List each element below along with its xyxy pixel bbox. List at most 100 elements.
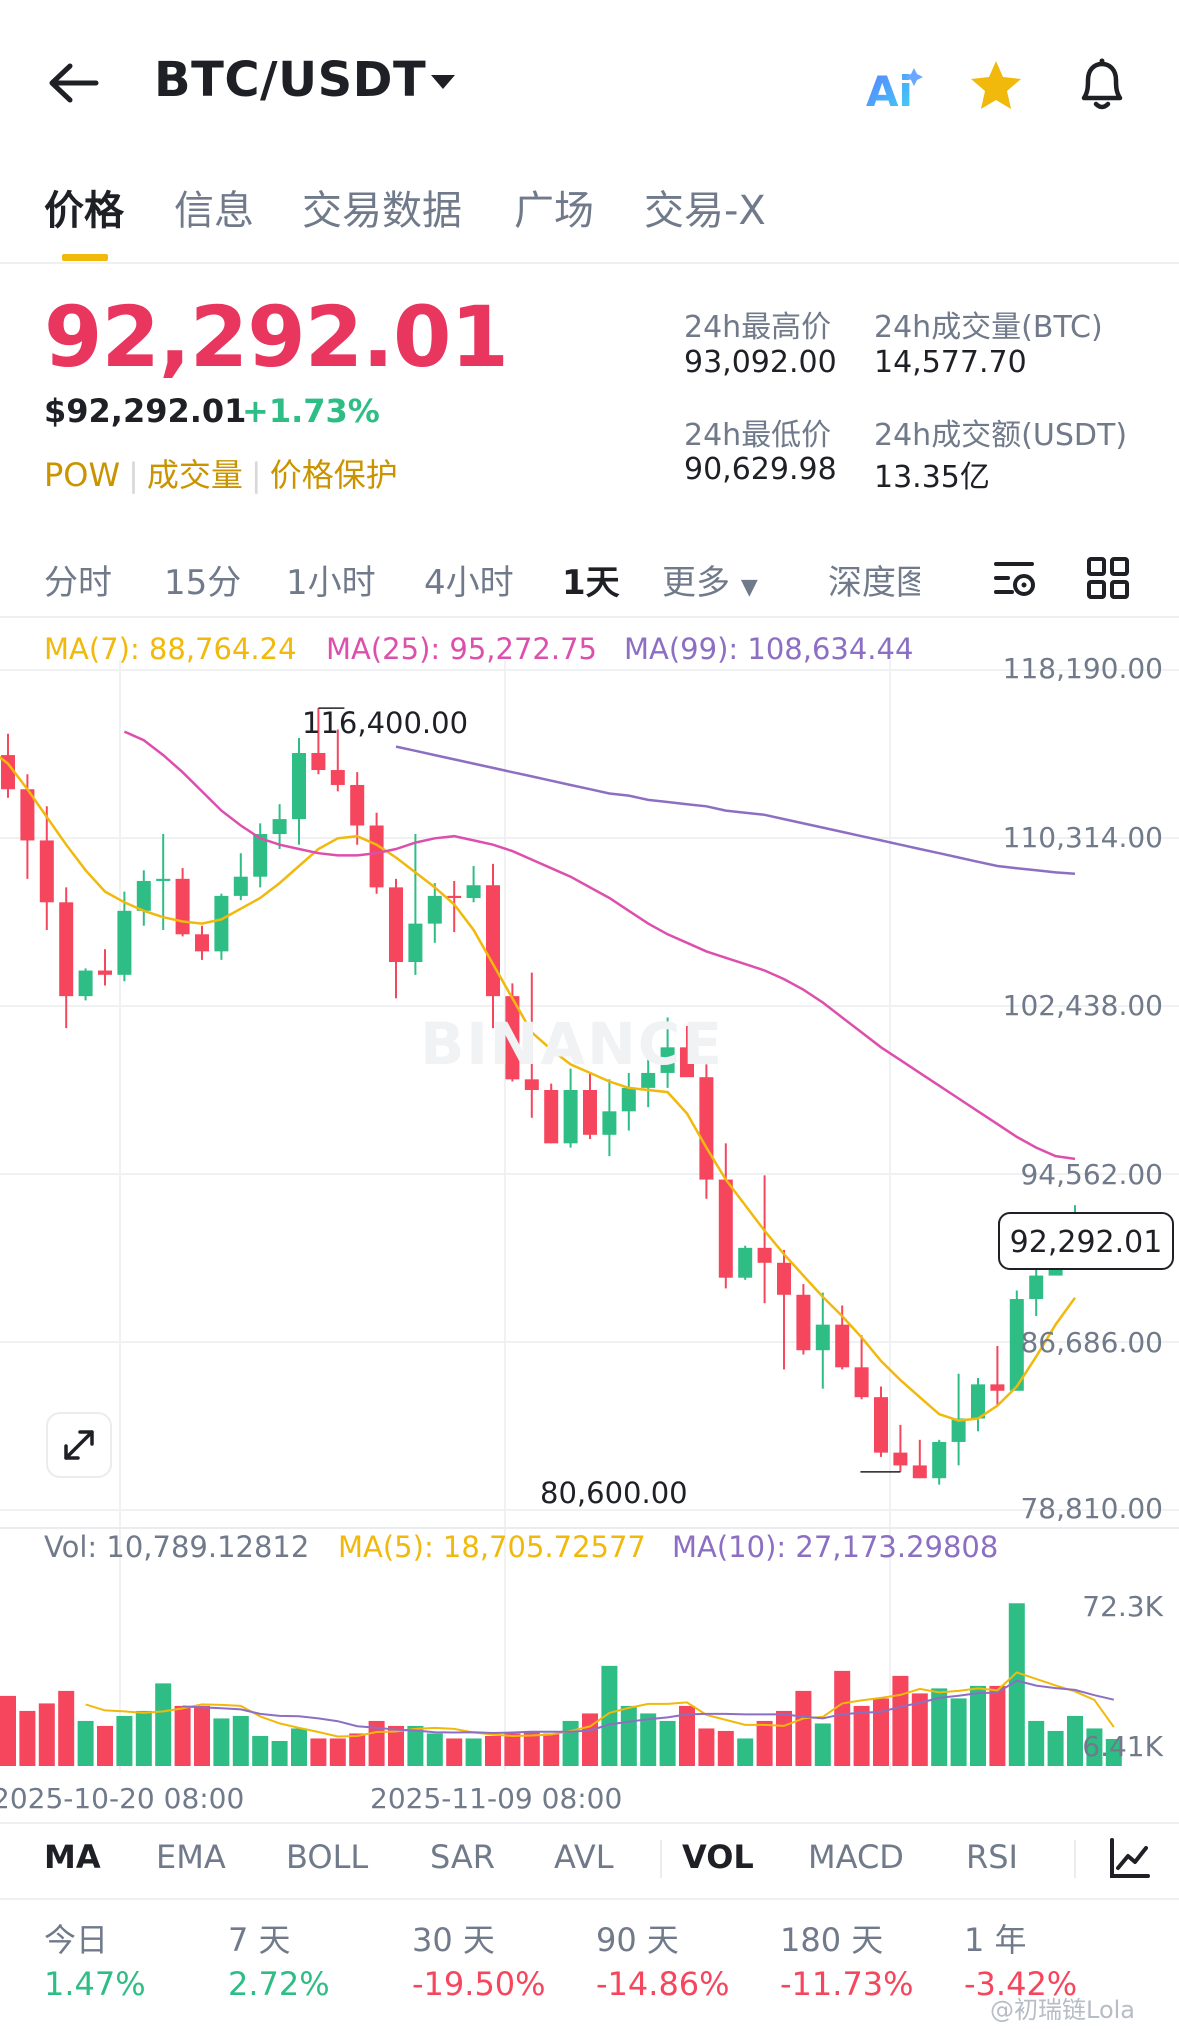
volume-bar	[620, 1705, 637, 1766]
bell-icon[interactable]	[1074, 56, 1130, 118]
volume-bar	[1086, 1728, 1103, 1766]
indicator-divider	[0, 1898, 1179, 1900]
volume-bar	[640, 1713, 657, 1766]
grid-layout-icon[interactable]	[1086, 556, 1130, 604]
candle-body	[971, 1384, 985, 1419]
candle-body	[117, 910, 132, 975]
volume-tick-2: 6.41K	[1082, 1730, 1163, 1763]
star-icon[interactable]	[968, 58, 1024, 116]
candle-body	[505, 996, 520, 1080]
candle-body	[408, 923, 423, 963]
tab-price[interactable]: 价格	[44, 188, 124, 234]
candle-body	[156, 878, 171, 881]
volume-bar	[446, 1738, 463, 1766]
volume-bar	[388, 1725, 404, 1766]
perf-30d-label: 30 天	[412, 1921, 495, 1959]
high-annotation: 116,400.00	[302, 706, 469, 740]
tag-volume[interactable]: 成交量	[146, 456, 243, 494]
expand-chart-button[interactable]	[46, 1412, 112, 1478]
ma25-line	[123, 730, 1076, 1161]
indicator-macd[interactable]: MACD	[808, 1838, 904, 1876]
candle-body	[214, 895, 229, 952]
pair-title[interactable]: BTC/USDT	[154, 52, 427, 108]
volume-bar	[814, 1723, 831, 1766]
candle-body	[486, 885, 500, 997]
indicator-ma[interactable]: MA	[44, 1838, 101, 1876]
volume-bar	[213, 1718, 230, 1766]
ma25-legend: MA(25): 95,272.75	[326, 632, 597, 666]
volume-bar	[194, 1705, 210, 1766]
volume-bar	[426, 1733, 443, 1766]
perf-today-label: 今日	[44, 1921, 109, 1959]
tf-4h[interactable]: 4小时	[424, 563, 514, 603]
indicator-boll[interactable]: BOLL	[286, 1838, 369, 1876]
tf-line[interactable]: 分时	[44, 563, 112, 603]
volume-bar	[174, 1705, 191, 1766]
price-tick-3: 102,438.00	[1002, 989, 1163, 1022]
expand-icon	[64, 1430, 94, 1460]
tag-price-protection[interactable]: 价格保护	[269, 456, 398, 494]
ma99-legend: MA(99): 108,634.44	[624, 632, 914, 666]
svg-text:Ai: Ai	[866, 67, 913, 112]
volume-bar	[873, 1698, 889, 1766]
tab-trade-x[interactable]: 交易-X	[644, 188, 766, 234]
candle-body	[389, 887, 403, 963]
indicator-ema[interactable]: EMA	[156, 1838, 226, 1876]
candle-body	[777, 1262, 791, 1295]
candle-body	[175, 878, 190, 935]
tab-trading-data[interactable]: 交易数据	[302, 188, 462, 234]
volume-bar	[155, 1683, 172, 1766]
candle-body	[233, 876, 248, 896]
volume-bar	[795, 1690, 812, 1766]
candle-body	[990, 1384, 1005, 1391]
back-arrow-icon[interactable]	[46, 58, 102, 108]
indicator-avl[interactable]: AVL	[554, 1838, 614, 1876]
chart-settings-icon[interactable]	[994, 556, 1038, 604]
x-tick-2: 2025-11-09 08:00	[370, 1782, 623, 1815]
chevron-down-icon[interactable]	[428, 72, 458, 98]
candle-body	[641, 1072, 656, 1088]
tf-1d[interactable]: 1天	[562, 563, 620, 603]
volume-bar	[97, 1725, 113, 1766]
indicator-sar[interactable]: SAR	[430, 1838, 496, 1876]
candle-body	[1009, 1299, 1024, 1391]
tf-depth[interactable]: 深度图	[828, 555, 920, 604]
indicator-vol[interactable]: VOL	[682, 1838, 754, 1876]
tf-1h[interactable]: 1小时	[286, 563, 376, 603]
tf-more[interactable]: 更多 ▼	[662, 555, 758, 604]
candle-body	[272, 819, 287, 835]
volume-ma10-line	[182, 1679, 1115, 1735]
tf-15m[interactable]: 15分	[164, 563, 242, 603]
ma7-legend: MA(7): 88,764.24	[44, 632, 297, 666]
volume-bar	[116, 1715, 133, 1766]
volume-bar	[1047, 1730, 1064, 1766]
candle-body	[292, 752, 306, 820]
volume-bar	[349, 1733, 366, 1766]
high-24h-label: 24h最高价	[684, 310, 832, 345]
volume-bar	[756, 1720, 773, 1766]
candle-body	[583, 1090, 597, 1135]
timeframe-divider	[0, 616, 1179, 618]
price-tick-2: 110,314.00	[1002, 821, 1163, 854]
indicator-settings-icon[interactable]	[1108, 1836, 1152, 1884]
indicator-rsi[interactable]: RSI	[966, 1838, 1018, 1876]
x-axis-divider	[0, 1822, 1179, 1824]
candle-body	[447, 895, 462, 899]
candle-body	[835, 1324, 850, 1368]
volume-bar	[1105, 1738, 1122, 1766]
candle-body	[195, 934, 209, 952]
volume-bar	[698, 1728, 715, 1766]
volume-bar	[135, 1710, 152, 1766]
perf-7d-value: 2.72%	[228, 1965, 330, 2003]
candle-body	[757, 1247, 772, 1263]
tab-info[interactable]: 信息	[174, 188, 254, 234]
tab-square[interactable]: 广场	[514, 188, 594, 234]
ai-icon[interactable]: Ai	[866, 62, 926, 116]
candlestick-chart[interactable]	[0, 660, 1179, 1840]
price-tick-1: 118,190.00	[1002, 652, 1163, 685]
tag-pow[interactable]: POW	[44, 456, 121, 494]
candle-body	[718, 1179, 733, 1278]
candle-body	[78, 970, 93, 997]
volume-bar	[679, 1705, 695, 1766]
tabs-divider	[0, 262, 1179, 264]
